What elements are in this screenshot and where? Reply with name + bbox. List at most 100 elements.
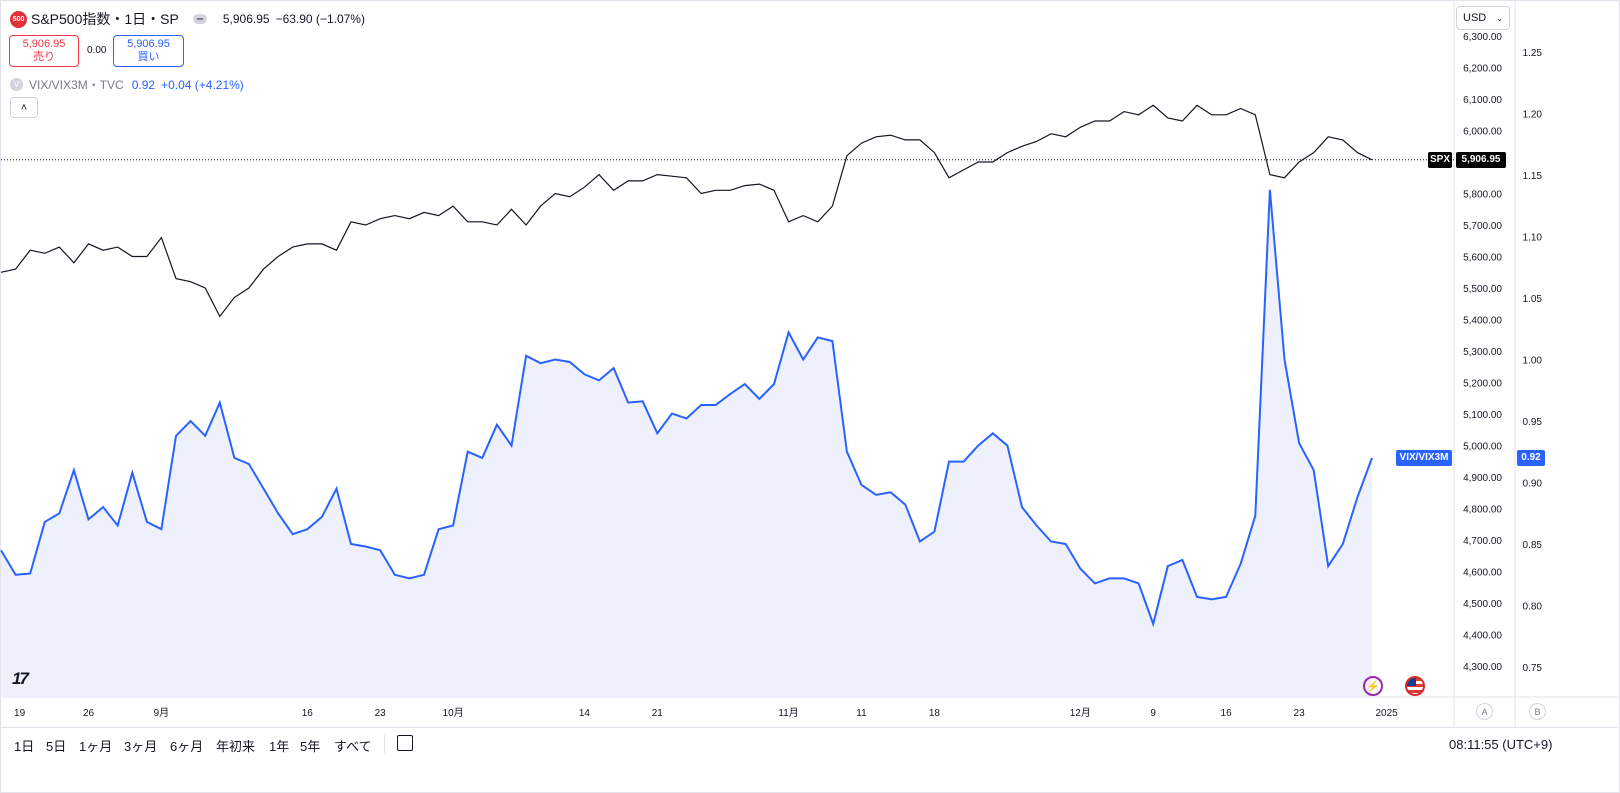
vix-point [890,491,892,493]
vix-point [1079,568,1081,570]
spx-point [146,256,148,258]
vix-point [73,469,75,471]
vix-point [788,331,790,333]
market-status-icon[interactable] [192,14,207,24]
vix-series-line[interactable] [0,189,1373,628]
spx-point [175,278,177,280]
vix-point [613,367,615,369]
spx-point [598,174,600,176]
spx-point [1021,145,1023,147]
collapse-legend-button[interactable]: ˄ [10,97,38,118]
range-1d[interactable]: 1日 [14,739,35,754]
left-axis-tick: 6,200.00 [1463,64,1502,75]
spx-point [773,189,775,191]
vix-point [715,404,717,406]
clock[interactable]: 08:11:55 (UTC+9) [1449,737,1553,752]
main-series-legend[interactable]: 500 S&P500指数・1日・SP 5,906.95 −63.90 (−1.0… [10,9,371,29]
x-axis-tick: 21 [652,708,664,719]
vix-point [467,451,469,453]
range-1m[interactable]: 1ヶ月 [79,739,113,754]
left-axis-tick: 4,400.00 [1463,631,1502,642]
right-axis-tick: 0.85 [1523,540,1543,551]
buy-button[interactable]: 5,906.95 買い [113,35,184,67]
lightning-icon[interactable]: ⚡ [1363,676,1383,696]
symbol-title[interactable]: S&P500指数・1日・SP [31,11,179,27]
spx-point [1123,111,1125,113]
spx-point [1006,152,1008,154]
right-axis-tick: 1.10 [1523,233,1543,244]
sell-button[interactable]: 5,906.95 売り [9,35,79,67]
left-axis-tick: 5,700.00 [1463,221,1502,232]
spx-point [365,224,367,226]
vix-point [627,402,629,404]
left-axis-tick: 4,600.00 [1463,568,1502,579]
left-scale-button[interactable]: A [1476,703,1493,720]
spx-point [715,189,717,191]
left-axis-tick: 4,300.00 [1463,662,1502,673]
range-all[interactable]: すべて [334,739,372,754]
vix-name-tag: VIX/VIX3M [1396,449,1452,466]
spx-series-line[interactable] [0,104,1373,318]
vix-point [642,400,644,402]
spx-point [58,246,60,248]
vix-point [1094,582,1096,584]
vix-point [1298,442,1300,444]
spx-point [744,185,746,187]
spx-point [977,161,979,163]
x-axis-tick: 12月 [1070,707,1091,719]
vix-point [1138,582,1140,584]
vix-point [1283,359,1285,361]
spx-point [904,139,906,141]
range-6m[interactable]: 6ヶ月 [170,739,204,754]
overlay-series-legend[interactable]: V VIX/VIX3M・TVC 0.92 +0.04 (+4.21%) [10,76,244,93]
spx-point [802,215,804,217]
range-ytd[interactable]: 年初来 [216,739,256,754]
vix-point [1021,506,1023,508]
spx-point [963,169,965,171]
range-3m[interactable]: 3ヶ月 [124,739,158,754]
spx-point [1167,117,1169,119]
sell-label: 売り [33,51,55,63]
spx-point [248,287,250,289]
spx-point [948,177,950,179]
vix-point [481,457,483,459]
range-5y[interactable]: 5年 [300,739,321,754]
range-5d[interactable]: 5日 [46,739,67,754]
vix-point [1254,515,1256,517]
vix-point [379,549,381,551]
overlay-symbol[interactable]: VIX/VIX3M・TVC [29,78,124,92]
spx-point [758,183,760,185]
currency-select[interactable]: USD ⌄ [1456,6,1510,30]
spx-point [0,271,2,273]
spx-point [88,243,90,245]
sp500-logo-icon: 500 [10,10,27,28]
vix-point [671,413,673,415]
range-1y[interactable]: 1年 [269,739,290,754]
tradingview-logo[interactable]: 17 [12,669,29,688]
vix-point [1371,457,1373,459]
spx-point [1036,141,1038,143]
left-axis-tick: 6,000.00 [1463,127,1502,138]
spx-point [233,296,235,298]
vix-point [350,543,352,545]
calendar-icon[interactable] [397,735,413,751]
vix-price-tag: 0.92 [1517,449,1545,466]
spx-name-tag: SPX [1428,151,1452,168]
right-scale-button[interactable]: B [1529,703,1546,720]
vix-point [263,488,265,490]
vix-point [992,432,994,434]
us-flag-icon[interactable] [1405,676,1425,696]
spx-point [613,189,615,191]
right-axis-tick: 1.05 [1523,294,1543,305]
spx-point [788,221,790,223]
vix-point [875,494,877,496]
spx-point [1152,104,1154,106]
spx-point [1356,152,1358,154]
spx-point [423,211,425,213]
vix-point [277,512,279,514]
vix-point [817,336,819,338]
vix-point [1211,598,1213,600]
vix-point [131,472,133,474]
spx-point [1181,120,1183,122]
